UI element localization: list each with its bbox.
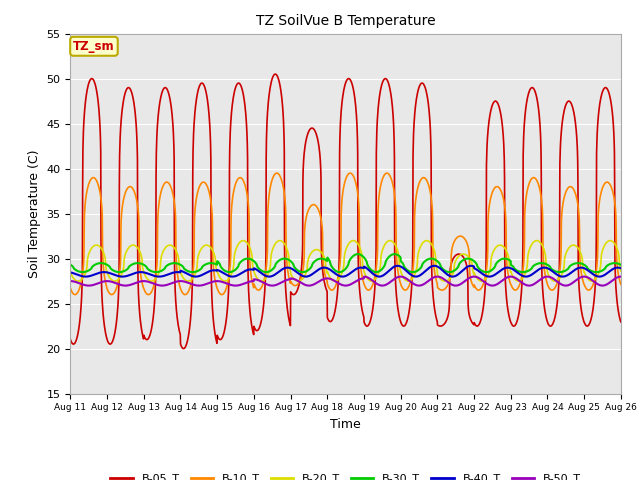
B-40_T: [67, 270, 74, 276]
B-10_T: [374, 212, 381, 217]
Line: B-10_T: B-10_T: [70, 173, 621, 295]
B-10_T: [273, 170, 281, 176]
B-50_T: [568, 280, 576, 286]
B-05_T: [617, 319, 625, 325]
B-05_T: [220, 329, 228, 335]
Line: B-20_T: B-20_T: [70, 240, 621, 281]
B-30_T: [220, 267, 228, 273]
B-30_T: [67, 262, 74, 268]
B-10_T: [67, 285, 74, 291]
B-40_T: [569, 269, 577, 275]
B-20_T: [374, 273, 381, 278]
B-10_T: [506, 279, 514, 285]
B-40_T: [467, 263, 475, 269]
B-05_T: [506, 317, 514, 323]
B-40_T: [506, 265, 514, 271]
B-50_T: [617, 274, 625, 279]
B-30_T: [584, 266, 592, 272]
B-30_T: [390, 251, 398, 257]
B-05_T: [271, 71, 279, 77]
B-20_T: [617, 268, 625, 274]
B-20_T: [506, 265, 513, 271]
B-20_T: [74, 278, 82, 284]
B-05_T: [180, 346, 188, 351]
B-20_T: [584, 276, 591, 281]
B-50_T: [362, 274, 369, 280]
Title: TZ SoilVue B Temperature: TZ SoilVue B Temperature: [256, 14, 435, 28]
B-50_T: [506, 274, 513, 279]
B-30_T: [374, 269, 381, 275]
B-40_T: [82, 274, 90, 279]
B-10_T: [584, 287, 592, 293]
Y-axis label: Soil Temperature (C): Soil Temperature (C): [28, 149, 41, 278]
B-20_T: [606, 238, 614, 243]
B-30_T: [617, 262, 625, 268]
B-30_T: [506, 258, 514, 264]
B-40_T: [584, 267, 592, 273]
B-50_T: [85, 283, 93, 288]
B-30_T: [79, 269, 86, 275]
B-20_T: [220, 278, 228, 284]
B-50_T: [374, 281, 381, 287]
Line: B-30_T: B-30_T: [70, 254, 621, 272]
Legend: B-05_T, B-10_T, B-20_T, B-30_T, B-40_T, B-50_T: B-05_T, B-10_T, B-20_T, B-30_T, B-40_T, …: [106, 469, 586, 480]
Line: B-05_T: B-05_T: [70, 74, 621, 348]
B-05_T: [584, 323, 592, 329]
B-20_T: [568, 242, 576, 248]
B-50_T: [220, 280, 228, 286]
X-axis label: Time: Time: [330, 418, 361, 431]
Line: B-50_T: B-50_T: [70, 276, 621, 286]
B-20_T: [362, 273, 369, 278]
B-50_T: [584, 275, 591, 280]
B-10_T: [71, 292, 79, 298]
B-40_T: [220, 271, 228, 276]
B-05_T: [569, 105, 577, 110]
B-30_T: [362, 257, 369, 263]
B-50_T: [67, 278, 74, 284]
B-10_T: [569, 185, 577, 191]
B-05_T: [67, 336, 74, 342]
B-10_T: [220, 290, 228, 296]
B-40_T: [362, 264, 369, 270]
B-30_T: [569, 262, 577, 267]
B-05_T: [362, 323, 370, 328]
B-20_T: [67, 269, 74, 275]
B-40_T: [617, 265, 625, 271]
B-05_T: [374, 109, 381, 115]
B-40_T: [374, 274, 381, 279]
B-10_T: [362, 285, 370, 291]
Line: B-40_T: B-40_T: [70, 266, 621, 276]
Text: TZ_sm: TZ_sm: [73, 40, 115, 53]
B-10_T: [617, 281, 625, 287]
